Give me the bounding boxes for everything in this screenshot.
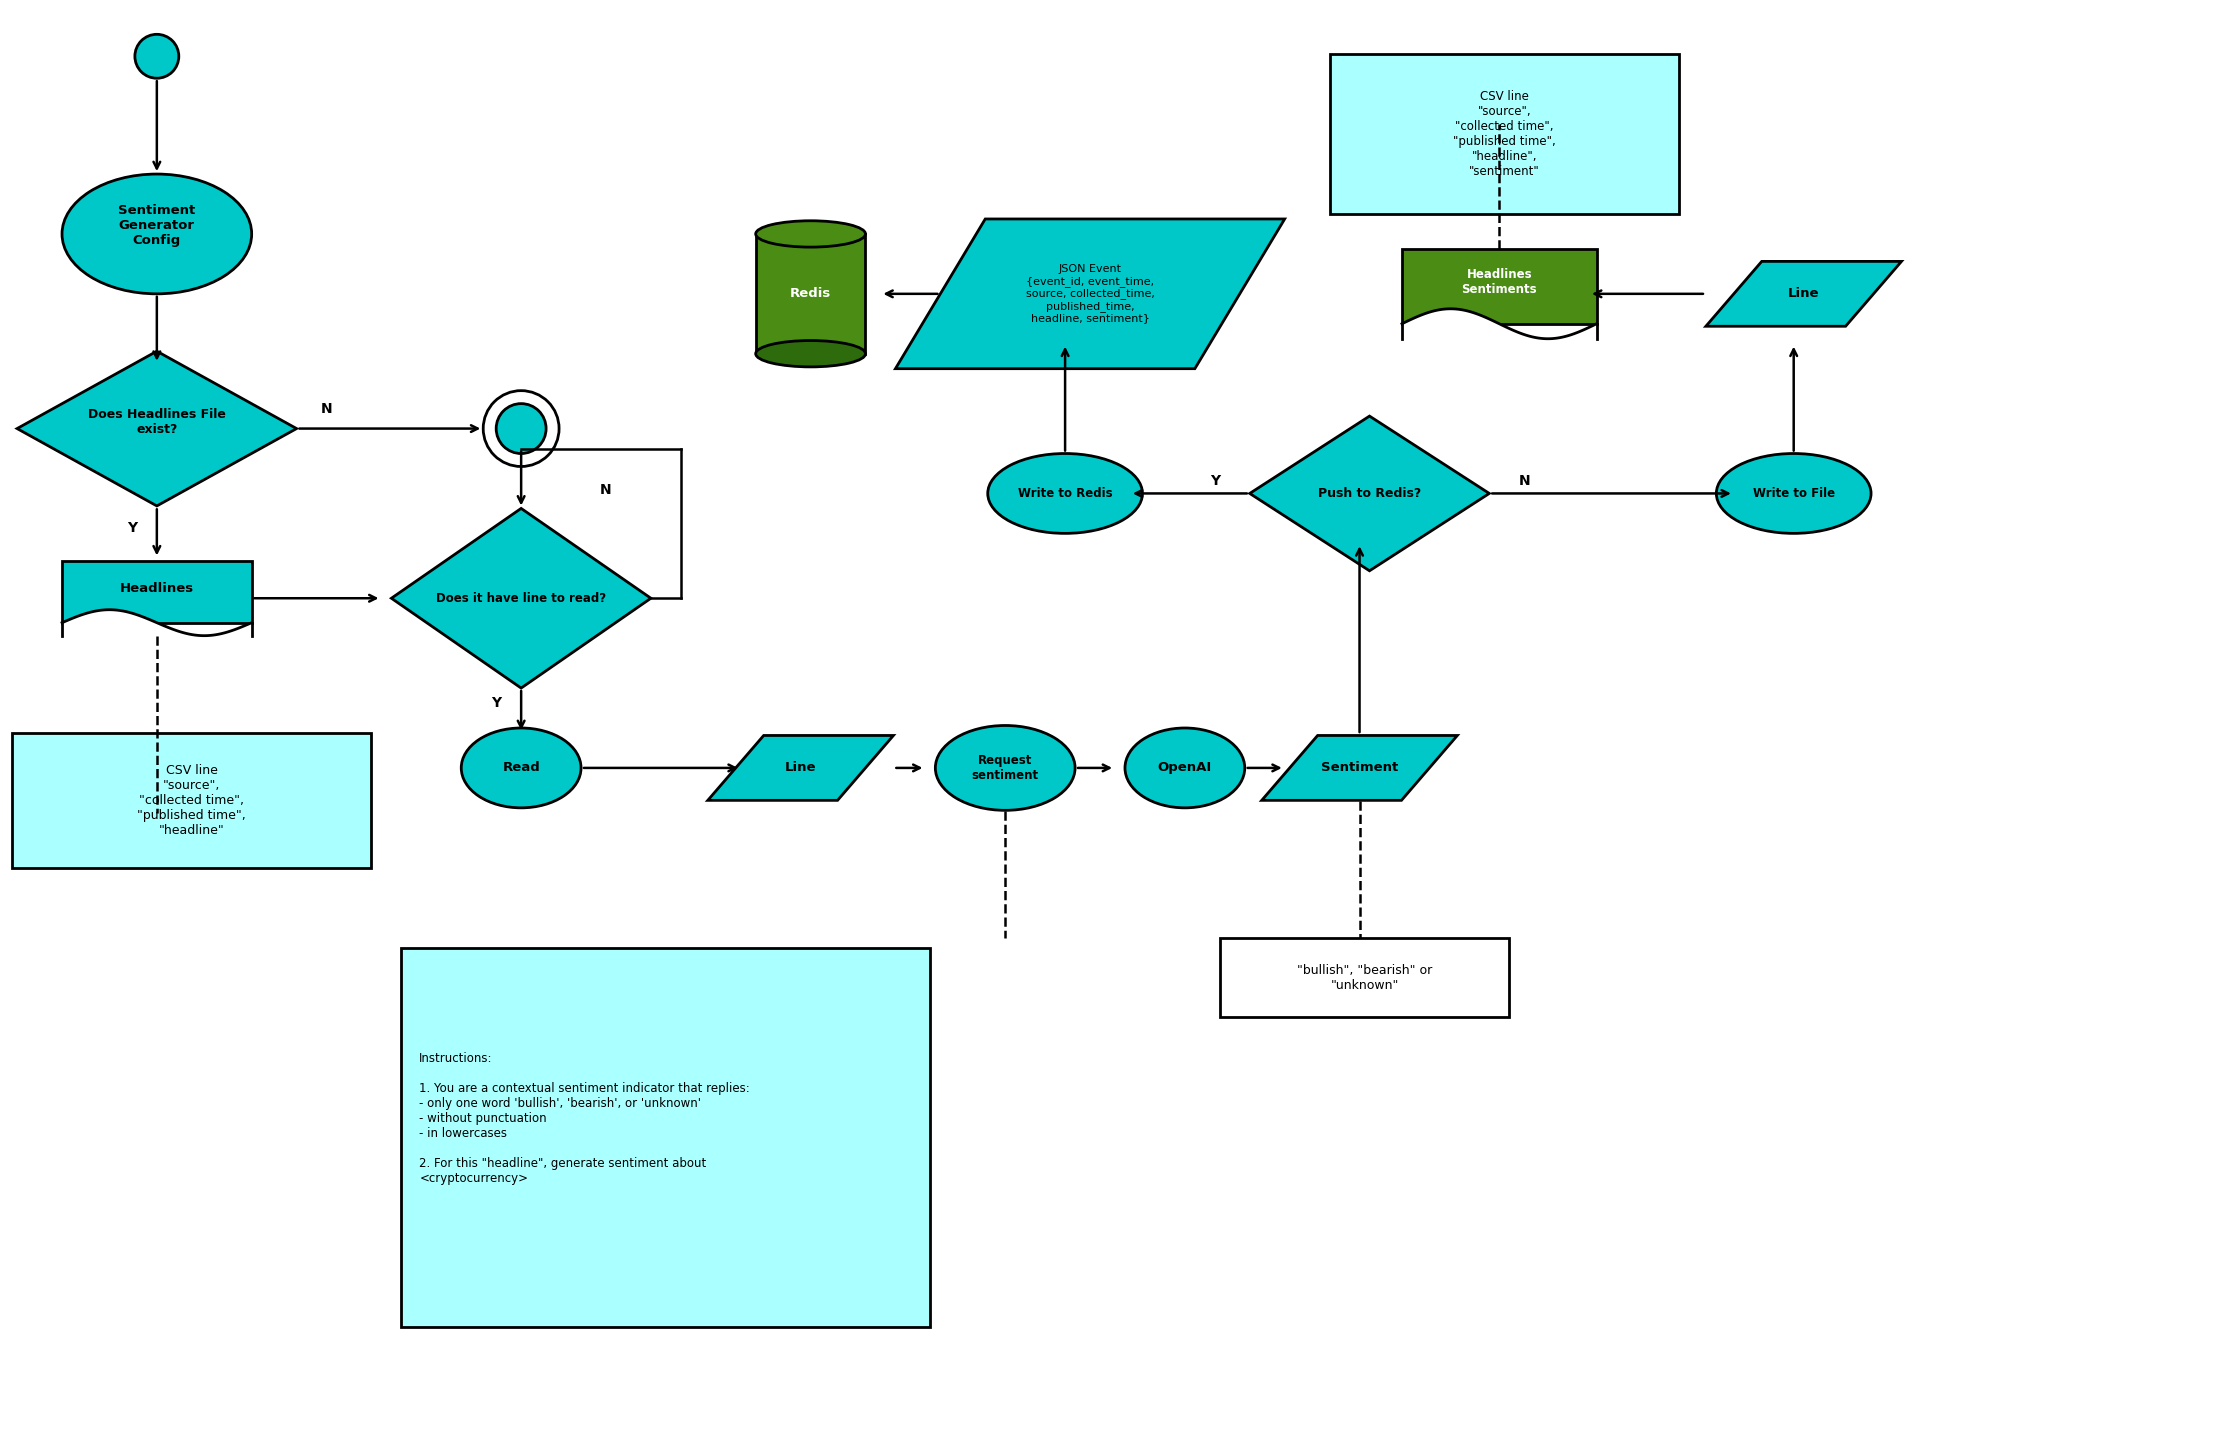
Text: Line: Line <box>1788 287 1819 300</box>
Text: Instructions:

1. You are a contextual sentiment indicator that replies:
- only : Instructions: 1. You are a contextual se… <box>420 1051 750 1184</box>
Polygon shape <box>1261 736 1457 801</box>
Polygon shape <box>1402 308 1596 339</box>
Text: Write to Redis: Write to Redis <box>1018 487 1112 500</box>
Ellipse shape <box>989 453 1143 533</box>
Text: Request
sentiment: Request sentiment <box>971 754 1038 782</box>
FancyBboxPatch shape <box>402 947 931 1326</box>
Polygon shape <box>895 219 1286 369</box>
Polygon shape <box>757 235 866 353</box>
Text: Line: Line <box>786 762 817 775</box>
Polygon shape <box>1402 249 1596 324</box>
Text: CSV line
"source",
"collected time",
"published time",
"headline",
"sentiment": CSV line "source", "collected time", "pu… <box>1453 90 1556 178</box>
Ellipse shape <box>62 174 252 294</box>
Ellipse shape <box>1125 728 1245 808</box>
Polygon shape <box>708 736 893 801</box>
Text: Y: Y <box>491 696 502 710</box>
Text: JSON Event
{event_id, event_time,
source, collected_time,
published_time,
headli: JSON Event {event_id, event_time, source… <box>1027 265 1154 323</box>
Ellipse shape <box>1716 453 1870 533</box>
Polygon shape <box>1250 416 1489 571</box>
Text: "bullish", "bearish" or
"unknown": "bullish", "bearish" or "unknown" <box>1297 963 1433 992</box>
Text: Redis: Redis <box>790 287 830 300</box>
Ellipse shape <box>757 340 866 366</box>
Text: N: N <box>321 401 333 416</box>
Ellipse shape <box>757 220 866 248</box>
Circle shape <box>134 35 179 78</box>
Polygon shape <box>18 352 297 505</box>
Text: CSV line
"source",
"collected time",
"published time",
"headline": CSV line "source", "collected time", "pu… <box>138 765 246 837</box>
Polygon shape <box>62 610 252 636</box>
Circle shape <box>482 391 558 466</box>
FancyBboxPatch shape <box>1330 54 1678 214</box>
FancyBboxPatch shape <box>1221 938 1509 1018</box>
Text: Sentiment: Sentiment <box>1321 762 1397 775</box>
Polygon shape <box>62 560 252 623</box>
Text: N: N <box>1518 475 1529 488</box>
Text: OpenAI: OpenAI <box>1158 762 1212 775</box>
FancyBboxPatch shape <box>11 733 371 867</box>
Text: Y: Y <box>127 521 136 536</box>
Text: Does Headlines File
exist?: Does Headlines File exist? <box>87 407 225 436</box>
Text: Push to Redis?: Push to Redis? <box>1317 487 1422 500</box>
Text: Sentiment
Generator
Config: Sentiment Generator Config <box>118 204 196 248</box>
Text: Headlines
Sentiments: Headlines Sentiments <box>1462 268 1538 295</box>
Text: Read: Read <box>502 762 540 775</box>
Ellipse shape <box>462 728 580 808</box>
Polygon shape <box>391 508 652 688</box>
Text: Headlines: Headlines <box>121 582 194 595</box>
Polygon shape <box>1705 262 1902 326</box>
Text: Does it have line to read?: Does it have line to read? <box>435 592 607 605</box>
Ellipse shape <box>935 725 1076 811</box>
Circle shape <box>496 404 547 453</box>
Text: Write to File: Write to File <box>1752 487 1835 500</box>
Text: Y: Y <box>1210 475 1221 488</box>
Text: N: N <box>600 484 612 498</box>
